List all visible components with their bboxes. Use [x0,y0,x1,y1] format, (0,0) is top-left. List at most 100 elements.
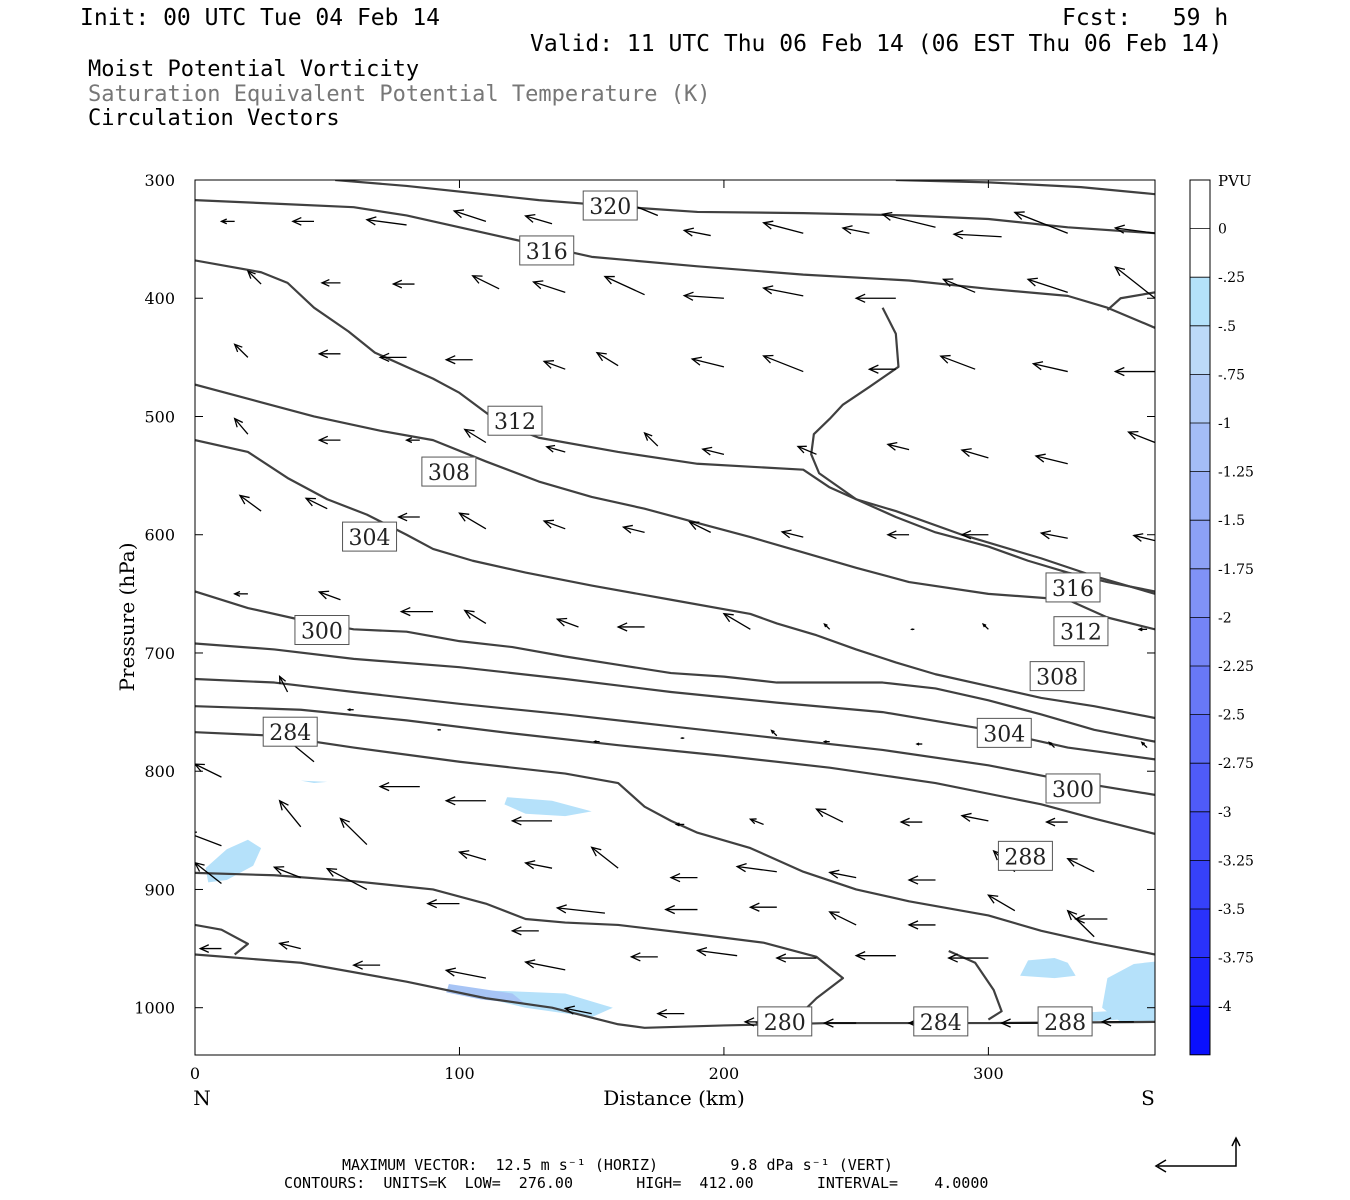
vector-head [815,808,827,818]
circulation-vector [317,435,341,445]
vector-head [947,953,958,963]
vector-head [555,617,568,627]
vector-head [616,622,628,632]
vector-head [823,623,828,628]
vector-shaft [234,343,249,358]
vector-shaft [546,446,566,453]
contour-label-box [757,1006,813,1037]
contour-label: 304 [976,717,1032,748]
circulation-vector [841,225,870,235]
vector-head [1000,1018,1011,1028]
colorbar-label: -3.5 [1218,902,1245,918]
vector-shaft [763,355,804,373]
contour-line-316 [195,199,1155,329]
contour-label: 284 [913,1006,969,1037]
vector-head [1013,211,1025,220]
y-tick-label: 600 [144,526,175,545]
vector-head [682,227,695,237]
circulation-vector [1044,817,1068,827]
contour-label: 316 [1045,572,1101,603]
vector-head [452,209,465,219]
circulation-vector [907,875,936,885]
vector-head [391,279,403,289]
circulation-vector [828,911,857,926]
vector-head [680,737,683,740]
vector-shaft [842,227,870,234]
contour-line-280 [195,923,249,956]
vector-head [542,519,554,529]
vector-head [899,817,910,827]
vector-shaft [1067,910,1095,938]
vector-shaft [366,219,407,226]
vector-head [1066,909,1078,921]
circulation-vector [246,269,262,285]
vector-head [238,494,250,505]
vector-head [629,952,641,962]
vector-shaft [279,942,301,950]
y-tick-label: 1000 [134,999,175,1018]
vector-shaft [239,494,262,512]
contour-label: 312 [487,405,543,436]
circulation-vector [542,519,566,530]
vector-head [952,229,964,240]
circulation-vectors [195,201,1155,1028]
circulation-vector [960,812,989,822]
vector-head [233,343,243,353]
circulation-vector [352,960,381,970]
colorbar-swatch [1190,520,1210,569]
colorbar-label: -3 [1218,805,1232,821]
circulation-vector [346,708,354,712]
vector-head [1044,817,1056,827]
circulation-vector [532,280,566,293]
x-end-label-south: S [1141,1086,1155,1110]
pv-shaded-region [504,797,592,817]
pv-shaded-region [205,839,262,883]
circulation-vector [629,952,658,962]
circulation-vector [1034,453,1068,465]
y-tick-label: 700 [144,644,175,663]
vector-head [352,960,363,970]
vector-head [426,899,437,909]
vector-shaft [763,222,804,234]
circulation-vector [463,609,487,624]
vector-head [399,606,411,617]
vector-head [463,609,475,619]
contour-line-284 [195,871,845,1025]
circulation-vector [1113,224,1155,234]
vector-head [796,445,807,454]
theta-es-contours [195,180,1155,1029]
vector-head [854,293,866,303]
circulation-vector [854,951,896,961]
vector-shaft [644,432,659,447]
circulation-vector [688,521,711,533]
contour-line-288 [195,705,1155,835]
colorbar-swatch [1190,180,1210,229]
circulation-vector [701,446,725,456]
colorbar-unit: PVU [1218,172,1252,190]
vector-shaft [525,862,553,869]
circulation-vector [391,279,415,289]
vector-shaft [723,613,751,630]
circulation-vector [910,628,915,631]
circulation-vector [762,220,804,234]
vector-head [1026,277,1038,287]
colorbar-label: -2.25 [1218,659,1254,675]
circulation-vector [545,444,566,453]
vector-shaft [684,294,724,299]
vector-shaft [543,520,566,530]
contour-label-text: 288 [1044,1011,1086,1036]
vector-head [722,612,734,623]
circulation-vector [219,218,235,225]
vector-shaft [557,618,579,628]
vector-head [444,355,456,365]
circulation-vector [680,737,685,740]
vector-head [841,225,853,235]
contour-label: 300 [1045,773,1101,804]
colorbar-swatch [1190,714,1210,764]
vector-head [278,674,287,685]
vector-shaft [750,818,764,826]
contour-label-box [1037,1006,1093,1037]
contour-label-box [1045,773,1101,804]
vector-head [1066,858,1078,867]
circulation-vector [1074,914,1108,924]
